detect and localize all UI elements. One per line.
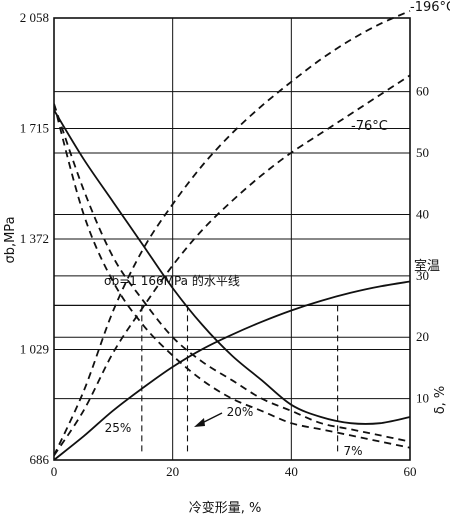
plot-frame bbox=[53, 17, 411, 461]
annotation-20: 20% bbox=[227, 405, 254, 419]
axes-layer bbox=[53, 17, 411, 461]
series-line-2 bbox=[54, 280, 411, 461]
series-line-0 bbox=[54, 10, 411, 456]
x-tick-label: 60 bbox=[404, 464, 417, 479]
x-tick-label: 40 bbox=[285, 464, 298, 479]
y-right-tick-label: 20 bbox=[416, 329, 429, 344]
x-tick-label: 20 bbox=[166, 464, 179, 479]
annotation-7: 7% bbox=[343, 444, 362, 458]
horizontal-line-label: σb=1 166MPa 的水平线 bbox=[104, 273, 240, 288]
x-tick-label: 0 bbox=[51, 464, 58, 479]
y-right-tick-label: 50 bbox=[416, 145, 429, 160]
series-line-1 bbox=[54, 74, 411, 456]
x-axis-label: 冷变形量, % bbox=[189, 500, 262, 516]
series-layer bbox=[54, 10, 411, 461]
y-left-tick-label: 1 029 bbox=[20, 342, 49, 357]
y-right-tick-label: 30 bbox=[416, 268, 429, 283]
y-axis-label-left: σb,MPa bbox=[3, 216, 18, 263]
annotation-arrow-head bbox=[194, 418, 205, 427]
y-left-tick-label: 2 058 bbox=[20, 10, 49, 25]
annotation-25: 25% bbox=[105, 421, 132, 435]
series-label-196: -196°C bbox=[410, 0, 450, 15]
y-right-tick-label: 10 bbox=[416, 391, 429, 406]
tick-layer: 0 20 40 60 686 1 029 1 372 1 715 2 058 10 20 30 40 50… bbox=[20, 10, 429, 479]
y-right-tick-label: 40 bbox=[416, 206, 429, 221]
y-left-tick-label: 686 bbox=[30, 452, 50, 467]
y-axis-label-right: δ, % bbox=[433, 386, 448, 415]
grid-layer bbox=[54, 18, 410, 460]
y-right-tick-label: 60 bbox=[416, 84, 429, 99]
series-line-3 bbox=[54, 109, 411, 425]
series-label-room: 室温 bbox=[414, 258, 440, 274]
y-left-tick-label: 1 372 bbox=[20, 231, 49, 246]
series-line-5 bbox=[54, 103, 411, 449]
series-line-4 bbox=[54, 103, 411, 443]
series-label-76: -76°C bbox=[351, 119, 388, 134]
y-left-tick-label: 1 715 bbox=[20, 121, 49, 136]
horizontal-line-layer bbox=[54, 304, 410, 452]
